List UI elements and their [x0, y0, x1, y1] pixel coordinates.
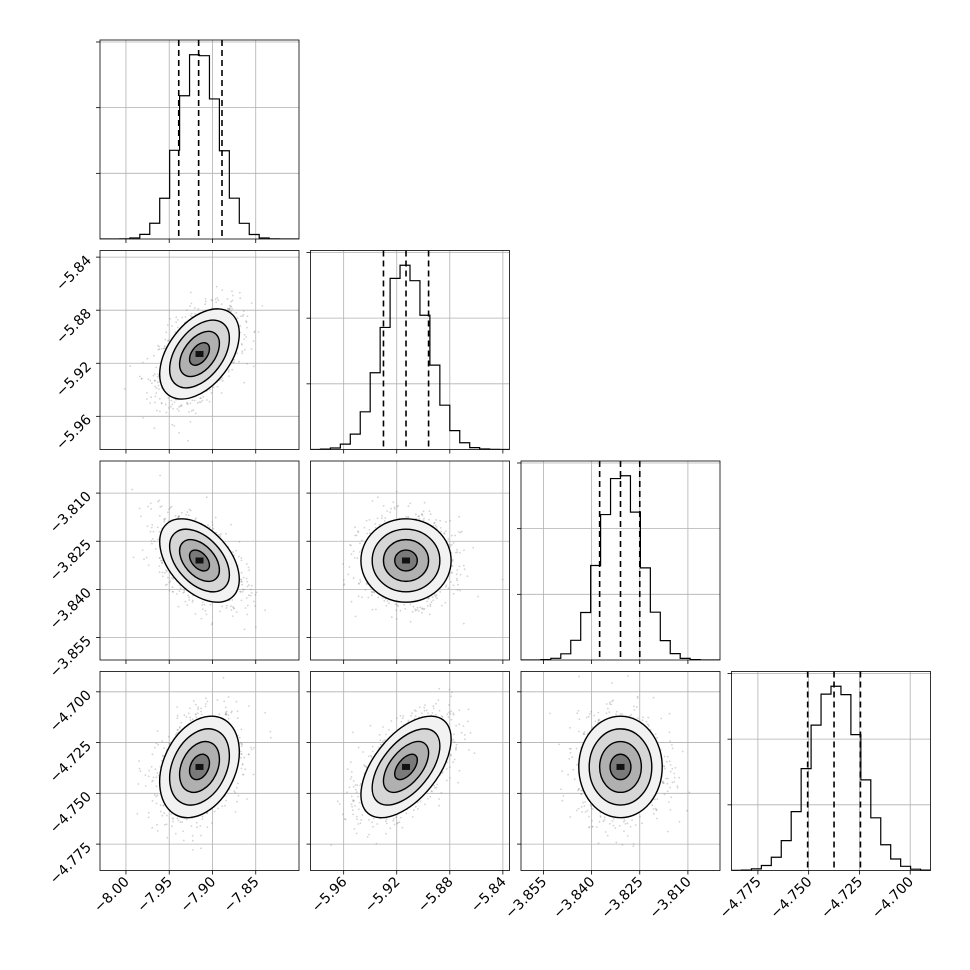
x-tick-label: −3.810 — [647, 874, 695, 922]
density-content — [123, 285, 264, 442]
x-tick-label: −4.775 — [717, 874, 765, 922]
density-panel — [517, 671, 721, 875]
y-tick-label: −3.825 — [47, 537, 95, 585]
y-tick-label: −3.855 — [47, 633, 95, 681]
contour-line — [178, 740, 221, 794]
panel-frame — [520, 460, 721, 661]
panel-frame — [731, 671, 931, 871]
histogram-panel — [306, 250, 510, 454]
density-panel — [306, 460, 510, 664]
density-panel — [96, 460, 300, 664]
contour-line — [609, 753, 632, 781]
density-content — [330, 687, 476, 846]
contour-line — [158, 715, 241, 819]
density-peak — [195, 350, 204, 357]
contour-line — [360, 518, 452, 603]
y-tick-label: −5.88 — [53, 306, 95, 348]
density-content — [136, 676, 272, 851]
density-content — [131, 474, 267, 631]
contour-line — [178, 330, 221, 378]
y-tick-label: −5.84 — [53, 253, 95, 295]
panel-frame — [99, 39, 300, 240]
x-tick-label: −7.85 — [221, 874, 263, 916]
contour-line — [371, 528, 441, 593]
x-tick-label: −5.88 — [415, 874, 457, 916]
x-tick-label: −5.96 — [309, 874, 351, 916]
x-tick-label: −7.90 — [178, 874, 220, 916]
contour-line — [578, 715, 663, 819]
contour-line — [168, 319, 231, 389]
density-panel — [96, 671, 300, 875]
x-tick-label: −4.750 — [768, 874, 816, 922]
grid-lines — [100, 40, 299, 239]
panel-frame — [310, 460, 510, 661]
contour-line — [394, 753, 418, 781]
density-panel — [306, 671, 510, 875]
contour-line — [588, 728, 653, 806]
x-tick-label: −3.855 — [502, 874, 550, 922]
density-content — [342, 490, 504, 625]
y-tick-label: −4.725 — [47, 738, 95, 786]
density-peak — [195, 557, 204, 564]
panel-frame — [310, 250, 510, 450]
contour-line — [188, 342, 211, 366]
grid-lines — [521, 461, 720, 660]
y-tick-label: −3.840 — [47, 585, 95, 633]
contour-line — [188, 549, 211, 572]
y-tick-label: −5.96 — [53, 412, 95, 454]
histogram-step — [731, 685, 931, 871]
y-tick-label: −4.700 — [47, 687, 95, 735]
y-tick-label: −4.750 — [47, 789, 95, 837]
panel-frame — [520, 671, 721, 871]
contour-line — [382, 538, 430, 583]
x-tick-label: −3.840 — [550, 874, 598, 922]
density-peak — [616, 763, 625, 770]
density-peak — [402, 557, 411, 564]
histogram-panel — [96, 39, 300, 243]
x-tick-label: −3.825 — [599, 874, 647, 922]
panel-frame — [99, 460, 300, 661]
density-peak — [402, 763, 411, 770]
histogram-panel — [727, 671, 931, 875]
contour-line — [168, 528, 231, 593]
histogram-step — [100, 54, 299, 239]
contour-line — [394, 549, 418, 572]
contour-line — [158, 518, 240, 603]
panel-frame — [99, 671, 300, 871]
grid-lines — [731, 671, 931, 871]
panel-frame — [310, 671, 510, 871]
x-tick-label: −4.700 — [869, 874, 917, 922]
y-tick-label: −4.775 — [47, 840, 95, 888]
density-panel — [96, 250, 300, 454]
grid-lines — [310, 250, 510, 450]
contour-line — [188, 753, 211, 781]
contour-line — [178, 538, 221, 583]
contour-line — [158, 308, 241, 400]
panel-frame — [99, 250, 300, 450]
density-peak — [195, 763, 204, 770]
x-tick-label: −4.725 — [818, 874, 866, 922]
contour-line — [382, 740, 430, 794]
contour-line — [598, 740, 643, 794]
contour-line — [360, 715, 452, 819]
contour-line — [371, 728, 441, 806]
y-tick-label: −5.92 — [53, 359, 95, 401]
y-tick-label: −3.810 — [47, 489, 95, 537]
contour-line — [168, 728, 231, 806]
histogram-step — [521, 475, 720, 660]
x-tick-label: −5.92 — [362, 874, 404, 916]
histogram-step — [310, 264, 510, 450]
histogram-panel — [517, 460, 721, 664]
x-tick-label: −8.00 — [91, 874, 133, 916]
x-tick-label: −7.95 — [134, 874, 176, 916]
density-content — [549, 675, 691, 848]
